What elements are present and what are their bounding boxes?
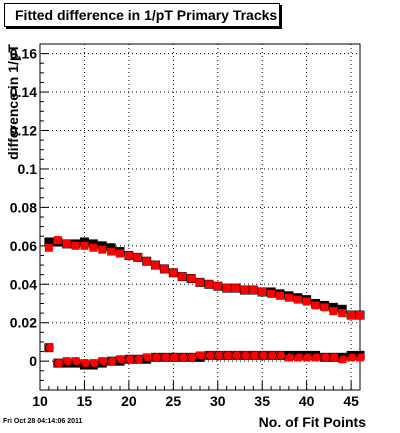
data-point-red-dot xyxy=(321,353,330,362)
data-point-red xyxy=(187,274,196,283)
x-tick-label: 10 xyxy=(32,393,48,409)
data-point-red xyxy=(258,287,267,296)
x-axis-title: No. of Fit Points xyxy=(259,414,367,430)
data-point-red-dot xyxy=(303,353,312,362)
data-point-red xyxy=(347,311,356,320)
data-point-red xyxy=(196,278,204,287)
data-point-red xyxy=(116,249,124,258)
x-tick-label: 30 xyxy=(210,393,226,409)
data-point-red xyxy=(178,272,187,281)
data-point-red xyxy=(249,286,258,295)
data-point-red-dot xyxy=(339,355,348,364)
data-point-red-dot xyxy=(241,351,250,360)
data-point-red xyxy=(151,261,160,270)
data-point-red xyxy=(311,301,320,310)
data-point-black xyxy=(44,237,54,247)
data-point-red-dot xyxy=(188,353,197,362)
data-point-red-dot xyxy=(330,353,339,362)
data-point-red-dot xyxy=(45,343,54,352)
data-point-red xyxy=(44,243,53,252)
x-tick-label: 20 xyxy=(121,393,137,409)
data-point-red-dot xyxy=(125,355,134,364)
data-point-red-dot xyxy=(134,355,143,364)
x-tick-label: 35 xyxy=(254,393,270,409)
data-point-red xyxy=(329,307,338,316)
data-point-red-dot xyxy=(214,351,223,360)
timestamp-label: Fri Oct 28 04:14:06 2011 xyxy=(3,418,83,425)
y-tick-label: 0.16 xyxy=(10,46,37,62)
data-point-red-dot xyxy=(312,353,321,362)
data-point-red xyxy=(240,286,249,295)
plot-frame xyxy=(39,43,361,391)
y-tick-label: 0.06 xyxy=(10,238,37,254)
data-point-red-dot xyxy=(117,355,125,364)
data-point-red-dot xyxy=(108,357,117,366)
data-point-red xyxy=(338,309,347,318)
y-tick-label: 0.08 xyxy=(10,199,37,215)
data-point-red-dot xyxy=(232,351,241,360)
data-point-red-dot xyxy=(152,353,161,362)
x-tick-label: 45 xyxy=(343,393,359,409)
data-point-red-dot xyxy=(90,359,99,368)
data-point-red xyxy=(276,291,284,300)
data-point-red-dot xyxy=(223,351,232,360)
data-point-red xyxy=(302,297,311,306)
y-tick-label: 0.14 xyxy=(10,84,37,100)
chart-title: Fitted difference in 1/pT Primary Tracks xyxy=(4,3,280,27)
data-point-red xyxy=(80,241,89,250)
data-point-red xyxy=(231,284,240,293)
data-point-red-dot xyxy=(179,353,188,362)
data-point-red xyxy=(71,241,80,250)
data-point-red xyxy=(267,289,276,298)
data-point-red-dot xyxy=(205,351,214,360)
data-point-red-dot xyxy=(197,351,205,360)
data-point-red-dot xyxy=(63,357,72,366)
chart-grid xyxy=(39,44,360,390)
chart-ticks: 10 15 20 25 30 35 40 45 0 0.02 0.04 0.06 0.08 0.1 0.12… xyxy=(10,46,359,409)
data-point-red xyxy=(142,257,151,266)
data-point-red-dot xyxy=(294,353,303,362)
data-point-red xyxy=(98,245,107,254)
chart-markers xyxy=(44,236,365,370)
data-point-red-dot xyxy=(99,357,108,366)
x-tick-label: 40 xyxy=(299,393,315,409)
data-point-red-dot xyxy=(357,353,365,362)
data-point-red-dot xyxy=(348,353,357,362)
data-point-red xyxy=(53,236,62,245)
data-point-red xyxy=(169,268,178,277)
data-point-red-dot xyxy=(170,353,179,362)
data-point-red xyxy=(133,253,142,262)
data-point-red xyxy=(89,243,98,252)
y-tick-label: 0.02 xyxy=(10,315,37,331)
y-tick-label: 0 xyxy=(29,353,37,369)
data-point-red xyxy=(320,303,329,312)
data-point-red xyxy=(222,284,231,293)
data-point-red xyxy=(124,251,133,260)
x-tick-label: 25 xyxy=(166,393,182,409)
data-point-red-dot xyxy=(285,353,294,362)
y-tick-label: 0.04 xyxy=(10,276,37,292)
data-point-red xyxy=(107,247,116,256)
data-point-red-dot xyxy=(250,351,259,360)
data-point-red xyxy=(284,293,293,302)
y-tick-label: 0.1 xyxy=(18,161,38,177)
data-point-red-dot xyxy=(161,353,170,362)
y-tick-label: 0.12 xyxy=(10,123,37,139)
data-point-red-dot xyxy=(277,351,285,360)
data-point-red-dot xyxy=(81,359,90,368)
data-point-red xyxy=(213,282,222,291)
data-point-red xyxy=(356,311,364,320)
x-tick-label: 15 xyxy=(77,393,93,409)
data-point-red xyxy=(160,264,169,273)
data-point-red xyxy=(204,280,213,289)
data-point-red-dot xyxy=(143,353,152,362)
data-point-red-dot xyxy=(268,351,277,360)
data-point-red xyxy=(62,239,71,248)
data-point-red-dot xyxy=(54,359,63,368)
data-point-red xyxy=(293,295,302,304)
data-point-red-dot xyxy=(259,351,268,360)
y-axis-title: difference in 1/pT xyxy=(5,44,21,160)
data-point-red-dot xyxy=(72,357,81,366)
